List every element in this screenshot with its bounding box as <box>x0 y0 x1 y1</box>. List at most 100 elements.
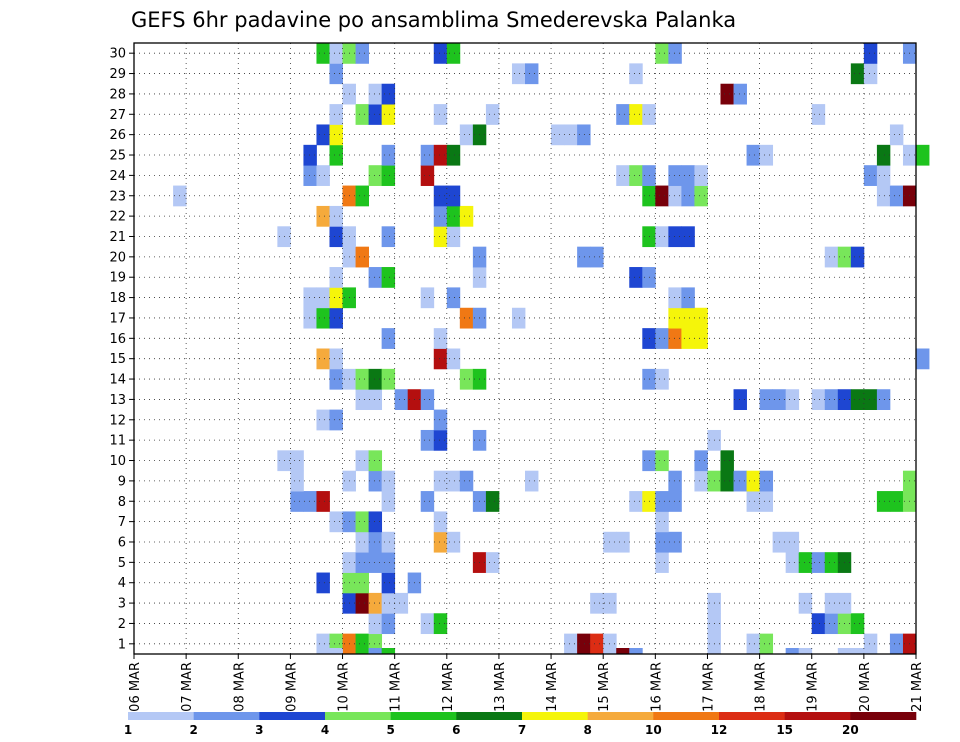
heatmap-cell <box>824 613 839 635</box>
heatmap-cell <box>420 144 435 166</box>
heatmap-cell <box>485 104 500 125</box>
heatmap-cell <box>459 470 474 492</box>
heatmap-cell <box>655 531 669 553</box>
heatmap-cell <box>381 226 396 248</box>
heatmap-cell <box>355 633 369 655</box>
heatmap-cell <box>381 267 396 288</box>
heatmap-cell <box>655 43 669 64</box>
heatmap-cell <box>655 491 669 512</box>
heatmap-cell <box>668 226 682 248</box>
heatmap-cell <box>655 450 669 472</box>
heatmap-cell <box>394 389 409 410</box>
heatmap-cell <box>446 470 461 492</box>
heatmap-cell <box>355 43 369 64</box>
heatmap-cell <box>433 531 448 553</box>
heatmap-cell <box>668 43 682 64</box>
y-tick-label: 6 <box>118 535 126 550</box>
heatmap-cell <box>446 144 461 166</box>
heatmap-cell <box>720 470 734 492</box>
y-tick-label: 4 <box>118 576 126 591</box>
y-tick-label: 2 <box>118 617 126 632</box>
heatmap-cell <box>668 185 682 207</box>
heatmap-cell <box>824 592 839 614</box>
heatmap-cell <box>446 185 461 207</box>
heatmap-cells <box>173 43 930 655</box>
heatmap-cell <box>368 368 383 390</box>
legend-swatch <box>719 712 785 720</box>
heatmap-cell <box>850 389 865 410</box>
heatmap-cell <box>668 287 682 309</box>
heatmap-cell <box>590 633 604 655</box>
heatmap-cell <box>329 144 343 166</box>
heatmap-cell <box>785 531 800 553</box>
heatmap-cell <box>681 226 695 248</box>
heatmap-cell <box>368 613 383 635</box>
x-tick-label: 19 MAR <box>806 662 821 712</box>
y-tick-label: 18 <box>109 291 126 306</box>
heatmap-cell <box>551 124 565 146</box>
heatmap-cell <box>446 43 461 64</box>
heatmap-cell <box>433 511 448 533</box>
heatmap-cell <box>824 552 839 573</box>
heatmap-cell <box>811 613 826 635</box>
y-tick-label: 21 <box>109 230 126 245</box>
heatmap-cell <box>668 328 682 349</box>
heatmap-cell <box>303 287 317 309</box>
x-tick-label: 17 MAR <box>701 662 716 712</box>
x-tick-label: 11 MAR <box>389 662 404 712</box>
heatmap-cell <box>329 63 343 85</box>
heatmap-cell <box>433 144 448 166</box>
heatmap-cell <box>459 124 474 146</box>
heatmap-cell <box>629 63 643 85</box>
heatmap-cell <box>681 165 695 186</box>
heatmap-cell <box>655 511 669 533</box>
y-tick-label: 30 <box>109 47 126 62</box>
heatmap-cell <box>668 165 682 186</box>
heatmap-cell <box>316 633 330 655</box>
heatmap-cell <box>590 246 604 268</box>
legend-label: 5 <box>386 723 394 737</box>
heatmap-cell <box>876 491 891 512</box>
heatmap-cell <box>655 552 669 573</box>
heatmap-cell <box>863 63 878 85</box>
heatmap-cell <box>381 552 396 573</box>
heatmap-cell <box>850 613 865 635</box>
heatmap-cell <box>629 267 643 288</box>
heatmap-cell <box>616 165 630 186</box>
heatmap-cell <box>433 470 448 492</box>
heatmap-cell <box>459 307 474 329</box>
heatmap-cell <box>290 470 304 492</box>
heatmap-cell <box>420 389 435 410</box>
heatmap-cell <box>629 104 643 125</box>
heatmap-cell <box>329 348 343 370</box>
grid-lines <box>134 43 916 654</box>
heatmap-cell <box>655 185 669 207</box>
heatmap-cell <box>876 185 891 207</box>
heatmap-cell <box>681 185 695 207</box>
legend-swatch <box>193 712 260 720</box>
heatmap-cell <box>564 124 578 146</box>
heatmap-cell <box>668 531 682 553</box>
heatmap-cell <box>616 648 630 655</box>
color-legend: 1 2 3 4 5 6 7 8 10 12 15 20 <box>124 712 917 737</box>
heatmap-cell <box>485 552 500 573</box>
heatmap-cell <box>394 592 409 614</box>
heatmap-cell <box>590 592 604 614</box>
heatmap-cell <box>720 83 734 105</box>
heatmap-cell <box>355 104 369 125</box>
legend-label: 15 <box>776 723 793 737</box>
heatmap-cell <box>564 633 578 655</box>
legend-swatch <box>587 712 654 720</box>
heatmap-cell <box>889 124 904 146</box>
legend-label: 3 <box>255 723 263 737</box>
y-tick-label: 29 <box>109 67 126 82</box>
heatmap-cell <box>525 470 539 492</box>
heatmap-cell <box>746 470 760 492</box>
heatmap-cell <box>381 592 396 614</box>
heatmap-cell <box>759 633 774 655</box>
heatmap-cell <box>433 613 448 635</box>
legend-label: 7 <box>518 723 526 737</box>
heatmap-cell <box>785 389 800 410</box>
heatmap-cell <box>329 43 343 64</box>
x-tick-label: 20 MAR <box>858 662 873 712</box>
